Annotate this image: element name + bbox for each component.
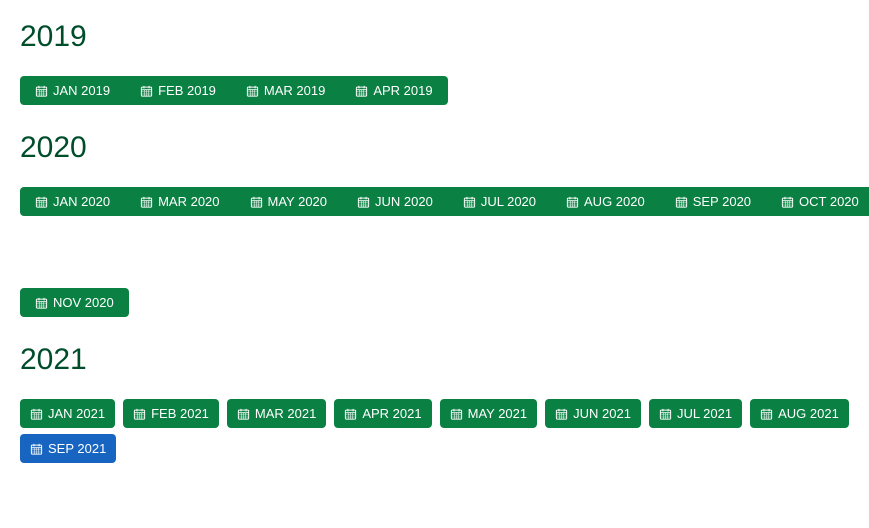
calendar-icon [140, 85, 153, 97]
month-label: SEP 2020 [693, 194, 751, 209]
month-label: MAR 2019 [264, 83, 325, 98]
month-label: APR 2019 [373, 83, 432, 98]
calendar-icon [566, 196, 579, 208]
calendar-icon [675, 196, 688, 208]
month-button-jun-2020[interactable]: JUN 2020 [342, 187, 448, 216]
calendar-icon [237, 408, 250, 420]
month-row: JAN 2020 MAR 2020 MAY 2020 JUN 2020 JUL … [20, 187, 869, 216]
calendar-icon [30, 443, 43, 455]
month-label: JUL 2021 [677, 406, 732, 421]
year-section-2020: 2020 JAN 2020 MAR 2020 MAY 2020 JUN 2020… [0, 131, 869, 317]
calendar-icon [140, 196, 153, 208]
year-heading: 2019 [20, 20, 869, 54]
calendar-icon [450, 408, 463, 420]
month-label: SEP 2021 [48, 441, 106, 456]
calendar-icon [133, 408, 146, 420]
month-button-mar-2019[interactable]: MAR 2019 [231, 76, 340, 105]
month-label: AUG 2021 [778, 406, 839, 421]
calendar-icon [463, 196, 476, 208]
calendar-icon [246, 85, 259, 97]
month-button-aug-2020[interactable]: AUG 2020 [551, 187, 660, 216]
month-button-may-2020[interactable]: MAY 2020 [235, 187, 343, 216]
month-label: MAY 2020 [268, 194, 328, 209]
calendar-icon [760, 408, 773, 420]
calendar-icon [35, 297, 48, 309]
calendar-icon [250, 196, 263, 208]
calendar-icon [30, 408, 43, 420]
month-button-sep-2021[interactable]: SEP 2021 [20, 434, 116, 463]
month-button-apr-2021[interactable]: APR 2021 [334, 399, 431, 428]
month-label: JUN 2020 [375, 194, 433, 209]
month-button-mar-2021[interactable]: MAR 2021 [227, 399, 326, 428]
month-label: MAY 2021 [468, 406, 528, 421]
month-label: MAR 2021 [255, 406, 316, 421]
month-button-apr-2019[interactable]: APR 2019 [340, 76, 447, 105]
month-button-mar-2020[interactable]: MAR 2020 [125, 187, 234, 216]
year-heading: 2021 [20, 343, 869, 377]
month-button-jan-2020[interactable]: JAN 2020 [20, 187, 125, 216]
month-button-may-2021[interactable]: MAY 2021 [440, 399, 538, 428]
month-label: JUL 2020 [481, 194, 536, 209]
calendar-icon [357, 196, 370, 208]
month-label: JUN 2021 [573, 406, 631, 421]
month-button-feb-2019[interactable]: FEB 2019 [125, 76, 231, 105]
month-button-jun-2021[interactable]: JUN 2021 [545, 399, 641, 428]
month-button-jan-2021[interactable]: JAN 2021 [20, 399, 115, 428]
calendar-icon [355, 85, 368, 97]
year-section-2021: 2021 JAN 2021 FEB 2021 MAR 2021 APR 2021… [0, 343, 869, 463]
calendar-icon [35, 196, 48, 208]
month-row: JAN 2019 FEB 2019 MAR 2019 APR 2019 [20, 76, 869, 105]
month-button-oct-2020[interactable]: OCT 2020 [766, 187, 869, 216]
month-button-aug-2021[interactable]: AUG 2021 [750, 399, 849, 428]
month-label: FEB 2019 [158, 83, 216, 98]
month-label: JAN 2019 [53, 83, 110, 98]
month-label: NOV 2020 [53, 295, 114, 310]
month-row: NOV 2020 [20, 288, 869, 317]
month-label: JAN 2020 [53, 194, 110, 209]
month-button-feb-2021[interactable]: FEB 2021 [123, 399, 219, 428]
month-label: JAN 2021 [48, 406, 105, 421]
month-button-jan-2019[interactable]: JAN 2019 [20, 76, 125, 105]
calendar-icon [659, 408, 672, 420]
year-section-2019: 2019 JAN 2019 FEB 2019 MAR 2019 APR 2019 [0, 20, 869, 105]
month-label: AUG 2020 [584, 194, 645, 209]
month-row: JAN 2021 FEB 2021 MAR 2021 APR 2021 MAY … [20, 399, 869, 463]
year-heading: 2020 [20, 131, 869, 165]
month-button-jul-2020[interactable]: JUL 2020 [448, 187, 551, 216]
month-label: APR 2021 [362, 406, 421, 421]
month-button-sep-2020[interactable]: SEP 2020 [660, 187, 766, 216]
calendar-icon [555, 408, 568, 420]
month-button-jul-2021[interactable]: JUL 2021 [649, 399, 742, 428]
month-button-nov-2020[interactable]: NOV 2020 [20, 288, 129, 317]
calendar-icon [344, 408, 357, 420]
calendar-icon [781, 196, 794, 208]
calendar-icon [35, 85, 48, 97]
month-label: MAR 2020 [158, 194, 219, 209]
month-label: OCT 2020 [799, 194, 859, 209]
month-label: FEB 2021 [151, 406, 209, 421]
